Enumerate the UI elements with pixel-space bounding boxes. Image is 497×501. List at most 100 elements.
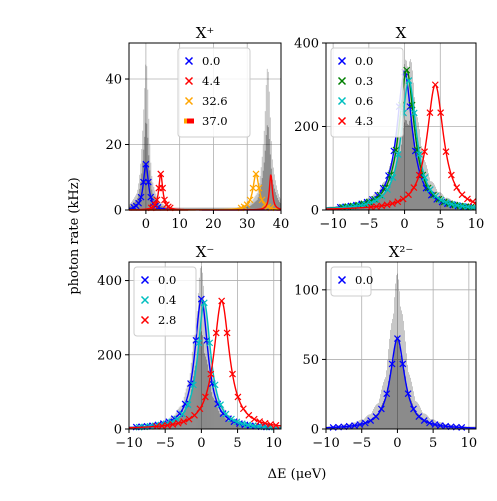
- legend-marker-32.6: [184, 96, 194, 106]
- hist-bin: [206, 313, 208, 429]
- hist-bin-core: [409, 120, 410, 210]
- hist-bin-core: [191, 382, 193, 429]
- hist-bin-core: [415, 151, 416, 210]
- hist-bin-core: [413, 406, 414, 429]
- hist-bin: [184, 207, 186, 210]
- panel-0: 0 10 20 30 40 0 20 40 X⁺ 0.0 4.4 32.6 37.0: [105, 24, 289, 232]
- hist-bin-core: [388, 381, 389, 429]
- hist-bin: [211, 367, 213, 429]
- hist-bin: [140, 163, 142, 210]
- data-point-4.3: [442, 148, 450, 156]
- hist-bin: [180, 207, 182, 210]
- hist-bin-core: [274, 427, 276, 429]
- hist-bin: [200, 207, 202, 210]
- legend-label-32.6: 32.6: [202, 94, 228, 108]
- hist-bin: [214, 207, 216, 210]
- legend-marker-0.0: [337, 56, 347, 66]
- data-point-0.4: [179, 410, 186, 418]
- hist-bin-core: [216, 405, 218, 429]
- legend-marker-4.3: [337, 116, 347, 126]
- legend-marker-0.0: [184, 56, 194, 66]
- hist-bin: [229, 415, 231, 429]
- x-tick-label-3: 5: [429, 436, 437, 451]
- legend-label-0.0: 0.0: [202, 54, 220, 68]
- hist-bin-core: [401, 357, 402, 429]
- data-point-0.6: [448, 200, 456, 208]
- hist-bin: [393, 156, 394, 210]
- hist-bin: [399, 291, 400, 429]
- hist-bin-core: [395, 341, 396, 429]
- hist-bin-core: [418, 413, 419, 429]
- data-point-4.3: [389, 200, 396, 207]
- hist-bin: [138, 183, 140, 210]
- hist-bin-core: [381, 405, 382, 429]
- data-point-2.8: [267, 420, 274, 428]
- hist-bin-core: [414, 409, 415, 429]
- hist-bin: [276, 189, 278, 210]
- hist-bin-core: [473, 207, 474, 210]
- x-tick-label-4: 10: [265, 436, 282, 451]
- hist-bin-core: [254, 201, 256, 210]
- data-point-0.6: [442, 199, 450, 206]
- hist-bin: [196, 207, 198, 210]
- hist-bin-core: [198, 338, 200, 429]
- hist-bin-core: [379, 410, 380, 429]
- data-point-0.6: [437, 196, 445, 204]
- hist-bin: [402, 86, 403, 210]
- x-tick-label-0: −10: [319, 217, 346, 232]
- legend-marker-37.0: [184, 118, 194, 124]
- hist-bin-core: [405, 119, 406, 210]
- hist-bin-core: [377, 413, 378, 429]
- hist-bin: [190, 207, 192, 210]
- hist-bin: [396, 131, 397, 210]
- hist-bin-core: [189, 395, 191, 429]
- panel-title: X⁺: [196, 24, 215, 42]
- data-point-4.3: [464, 195, 471, 203]
- hist-bin: [251, 200, 253, 210]
- hist-bin: [252, 424, 254, 429]
- hist-bin: [225, 207, 227, 210]
- hist-bin-core: [270, 168, 272, 210]
- hist-bin-core: [429, 190, 430, 210]
- hist-bin-core: [196, 358, 198, 429]
- hist-bin: [404, 64, 405, 210]
- hist-bin-core: [431, 423, 432, 429]
- data-point-2.8: [261, 419, 269, 427]
- hist-bin: [392, 318, 393, 429]
- hist-bin: [210, 207, 212, 210]
- hist-bin: [216, 389, 218, 429]
- data-point-4.3: [431, 81, 439, 89]
- hist-bin-core: [394, 349, 395, 429]
- hist-bin-core: [417, 413, 418, 429]
- hist-bin-core: [253, 202, 255, 210]
- hist-bin: [224, 207, 226, 210]
- x-tick-label-3: 5: [233, 436, 241, 451]
- hist-bin-core: [397, 335, 398, 429]
- hist-bin-core: [364, 422, 365, 429]
- hist-bin-core: [396, 162, 397, 210]
- hist-bin: [407, 364, 408, 429]
- data-point-4.3: [405, 191, 412, 199]
- hist-bin-core: [438, 199, 439, 210]
- hist-bin: [209, 207, 211, 210]
- hist-bin: [212, 374, 214, 429]
- hist-bin: [224, 409, 226, 429]
- data-point-2.8: [223, 329, 231, 337]
- hist-bin-core: [271, 427, 273, 429]
- hist-bin-core: [412, 126, 413, 210]
- hist-bin: [203, 207, 205, 210]
- hist-bin: [195, 317, 197, 429]
- y-tick-label-2: 100: [294, 283, 319, 298]
- hist-bin-core: [383, 193, 384, 210]
- legend-marker-0.6: [337, 96, 347, 106]
- hist-bin-core: [277, 200, 279, 210]
- hist-bin: [207, 321, 209, 429]
- hist-bin: [409, 61, 410, 210]
- hist-bin-core: [413, 133, 414, 210]
- hist-bin: [262, 144, 264, 210]
- hist-bin-core: [453, 204, 454, 210]
- data-point-4.3: [378, 202, 386, 210]
- hist-bin-core: [252, 426, 254, 429]
- data-point-0.6: [416, 151, 423, 158]
- legend-label-0.0: 0.0: [158, 273, 176, 287]
